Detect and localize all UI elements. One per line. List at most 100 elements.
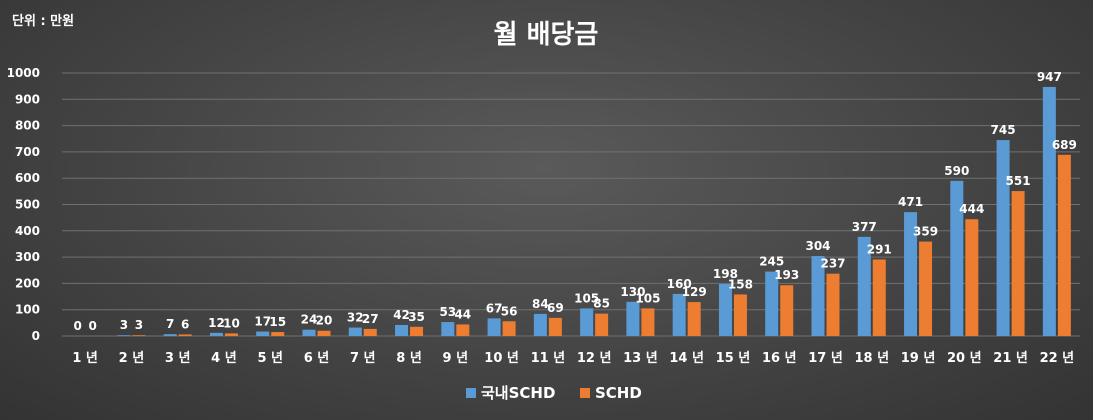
legend: 국내SCHD SCHD [466,384,642,402]
bar-series1 [672,293,686,336]
data-label: 84 [532,297,549,311]
bar-series2 [548,317,562,336]
x-tick-label: 18 년 [854,351,889,366]
bar-series2 [502,321,516,336]
x-tick-label: 5 년 [257,351,283,366]
x-tick-label: 19 년 [901,351,936,366]
x-tick-label: 12 년 [577,351,612,366]
x-tick-label: 3 년 [165,351,191,366]
legend-swatch [580,388,590,398]
bar-series2 [363,328,377,336]
data-label: 67 [486,301,503,315]
bar-series2 [595,313,609,336]
bar-series2 [872,259,886,336]
data-label: 590 [944,164,969,178]
x-tick-label: 1 년 [72,351,98,366]
data-label: 35 [408,310,425,324]
x-tick-label: 20 년 [947,351,982,366]
bar-series1 [348,327,362,336]
y-tick-label: 100 [15,303,40,317]
data-label: 15 [269,315,286,329]
gridlines [62,72,1080,337]
bar-series2 [178,334,192,336]
data-label: 56 [501,304,518,318]
data-label: 105 [635,291,660,305]
data-label: 17 [254,315,271,329]
bar-series2 [132,335,146,336]
y-tick-label: 600 [15,171,40,185]
bar-series2 [780,285,794,336]
data-label: 198 [713,267,738,281]
data-label: 745 [991,123,1016,137]
data-label: 689 [1052,138,1077,152]
data-label: 42 [393,308,410,322]
bar-series2 [410,326,424,336]
x-tick-label: 2 년 [119,351,145,366]
x-tick-label: 6 년 [304,351,330,366]
bar-series2 [456,324,470,336]
bar-series2 [271,332,285,336]
data-label: 0 [73,319,81,333]
data-label: 377 [852,220,877,234]
bar-series2 [1057,154,1071,336]
data-label: 129 [682,285,707,299]
bar-series2 [826,273,840,336]
data-label: 32 [347,311,364,325]
y-tick-label: 200 [15,276,40,290]
x-tick-label: 7 년 [350,351,376,366]
bars [117,86,1071,337]
x-axis-ticks: 1 년 2 년 3 년 4 년 5 년 6 년 7 년 8 년 9 년 10 년 11 년 12 년 1… [72,351,1074,366]
data-label: 551 [1006,174,1031,188]
data-label: 304 [805,239,830,253]
bar-series2 [919,241,933,336]
y-tick-label: 0 [32,329,40,343]
y-tick-label: 300 [15,250,40,264]
bar-series2 [687,302,701,336]
data-label: 53 [439,305,456,319]
data-label: 44 [454,307,471,321]
data-label: 947 [1037,70,1062,84]
data-label: 158 [728,277,753,291]
data-label: 160 [667,277,692,291]
data-label: 245 [759,255,784,269]
bar-series1 [718,283,732,336]
unit-note: 단위 : 만원 [12,13,74,29]
data-label: 291 [867,242,892,256]
bar-series1 [441,322,455,336]
chart-title: 월 배당금 [494,20,599,50]
x-tick-label: 4 년 [211,351,237,366]
x-tick-label: 13 년 [623,351,658,366]
data-label: 0 [88,319,96,333]
bar-series2 [641,308,655,336]
x-tick-label: 16 년 [762,351,797,366]
x-tick-label: 21 년 [993,351,1028,366]
data-label: 69 [547,301,564,315]
y-tick-label: 700 [15,145,40,159]
y-tick-label: 900 [15,92,40,106]
bar-series1 [626,301,640,336]
bar-series2 [733,294,747,336]
data-label: 85 [593,297,610,311]
data-label: 471 [898,195,923,209]
bar-series1 [487,318,501,336]
bar-series1 [302,329,316,336]
y-axis-ticks: 0 100 200 300 400 500 600 700 800 900 1000 [7,66,40,343]
data-label: 24 [301,313,318,327]
bar-series1 [950,180,964,336]
data-label: 359 [913,225,938,239]
data-label: 130 [620,285,645,299]
data-label: 27 [362,312,379,326]
bar-series2 [965,219,979,336]
bar-series2 [1011,191,1025,336]
x-tick-label: 14 년 [669,351,704,366]
bar-series1 [256,331,270,336]
bar-series1 [811,256,825,336]
data-label: 3 [120,318,128,332]
x-tick-label: 11 년 [531,351,566,366]
x-tick-label: 9 년 [443,351,469,366]
legend-label: 국내SCHD [481,384,555,402]
bar-series1 [996,140,1010,336]
data-label: 105 [574,291,599,305]
bar-series1 [163,334,177,336]
